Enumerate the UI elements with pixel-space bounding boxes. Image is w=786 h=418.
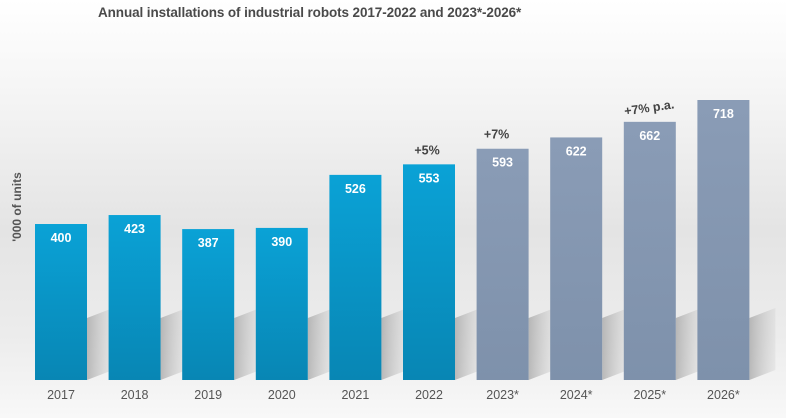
bar-2025-forecast [623, 121, 676, 380]
x-tick-label: 2019 [194, 388, 222, 402]
bar-shadow [87, 308, 113, 380]
data-label: 390 [271, 235, 292, 249]
x-tick-label: 2022 [415, 388, 443, 402]
data-label: 526 [345, 182, 366, 196]
data-label: 387 [198, 236, 219, 250]
bar-shadow [675, 308, 702, 380]
x-tick-label: 2021 [341, 388, 369, 402]
bar-shadow [234, 308, 261, 380]
data-label: 423 [124, 222, 145, 236]
bar-2019 [182, 229, 235, 380]
x-tick-label: 2024* [560, 388, 593, 402]
x-tick-label: 2018 [121, 388, 149, 402]
bar-shadow [602, 308, 629, 380]
bar-2020 [255, 227, 308, 380]
bar-2022 [403, 164, 455, 380]
bar-2026-forecast [697, 100, 750, 380]
data-label: 553 [419, 171, 440, 185]
bar-shadow [455, 308, 481, 380]
bar-2023-forecast [476, 148, 529, 380]
data-label: 593 [492, 156, 513, 170]
bar-2024-forecast [550, 137, 603, 380]
growth-annotation: +5% [414, 143, 439, 157]
x-tick-label: 2017 [47, 388, 75, 402]
chart-title: Annual installations of industrial robot… [98, 5, 522, 20]
x-tick-label: 2026* [707, 388, 740, 402]
data-label: 662 [639, 129, 660, 143]
bar-shadow [307, 308, 334, 380]
bar-shadow [528, 308, 555, 380]
data-label: 400 [51, 231, 72, 245]
data-label: 622 [566, 144, 587, 158]
bar-shadow [160, 308, 187, 380]
growth-annotation: +7% [484, 128, 509, 142]
bar-2021 [329, 174, 382, 380]
x-tick-label: 2023* [486, 388, 519, 402]
bar-2018 [108, 215, 161, 380]
x-tick-label: 2020 [268, 388, 296, 402]
bar-shadow [749, 308, 776, 380]
growth-annotation: +7% p.a. [623, 97, 675, 118]
x-tick-label: 2025* [633, 388, 666, 402]
data-label: 718 [713, 107, 734, 121]
bar-2017 [35, 224, 87, 380]
bar-shadow [381, 308, 408, 380]
